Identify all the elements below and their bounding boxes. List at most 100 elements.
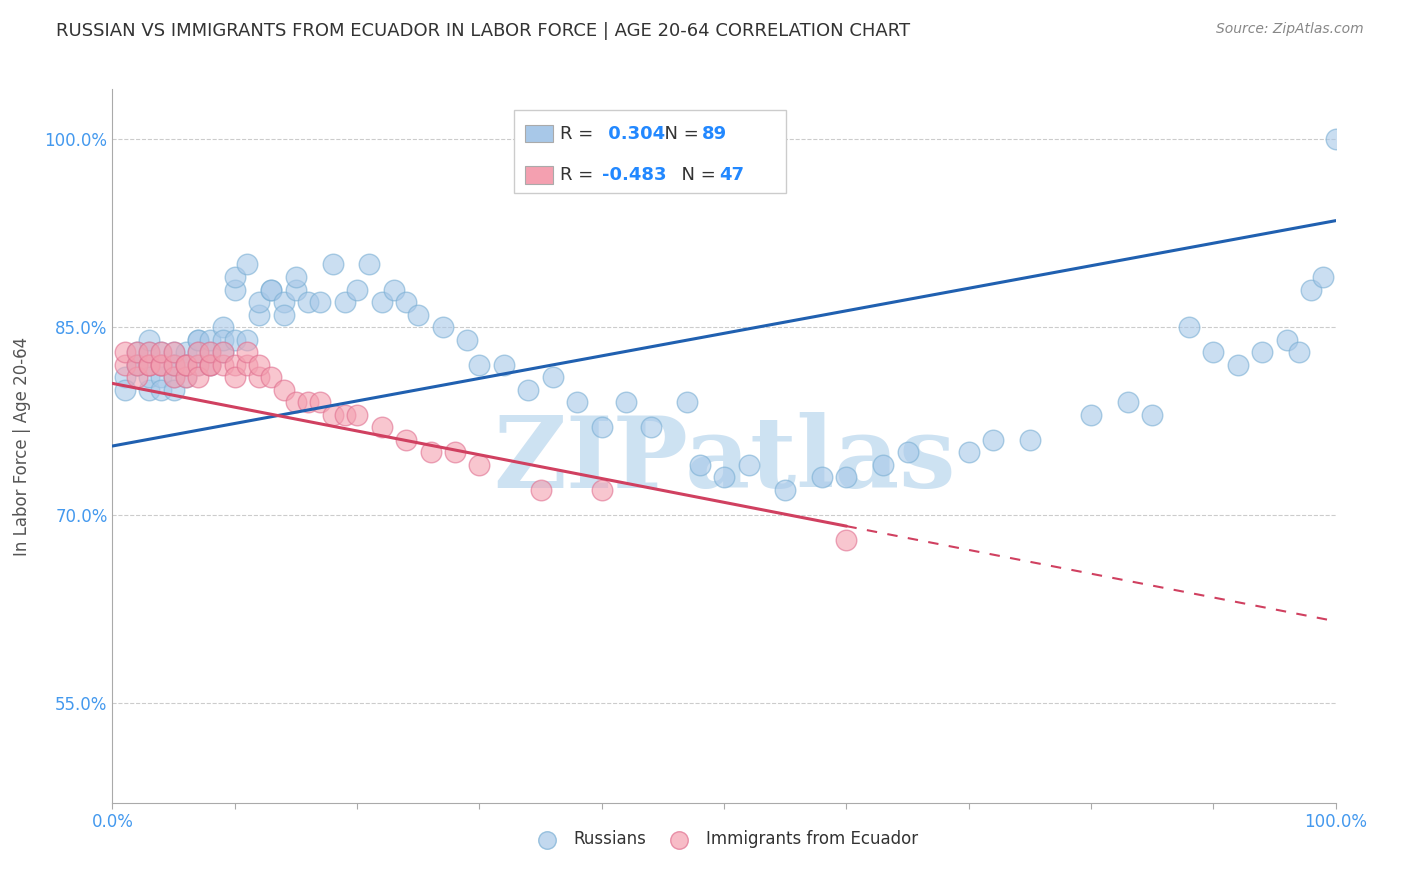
- Point: [981, 433, 1004, 447]
- Point: [432, 320, 454, 334]
- Point: [163, 358, 186, 372]
- Point: [114, 345, 136, 359]
- Point: [211, 333, 233, 347]
- Text: N =: N =: [652, 125, 704, 143]
- Text: 89: 89: [702, 125, 727, 143]
- Point: [333, 295, 356, 310]
- Point: [187, 358, 209, 372]
- Point: [382, 283, 405, 297]
- Point: [273, 383, 295, 397]
- Point: [346, 283, 368, 297]
- Point: [138, 358, 160, 372]
- Point: [689, 458, 711, 472]
- Point: [1275, 333, 1298, 347]
- Point: [125, 358, 148, 372]
- Point: [247, 295, 270, 310]
- Point: [713, 470, 735, 484]
- Point: [284, 270, 308, 285]
- Point: [775, 483, 797, 497]
- Point: [211, 358, 233, 372]
- Point: [187, 345, 209, 359]
- Point: [273, 308, 295, 322]
- Point: [174, 370, 197, 384]
- Point: [260, 283, 283, 297]
- Text: ZIPatlas: ZIPatlas: [494, 412, 955, 508]
- Point: [187, 333, 209, 347]
- Point: [309, 395, 332, 409]
- Point: [224, 270, 246, 285]
- Point: [187, 345, 209, 359]
- Point: [138, 358, 160, 372]
- Text: R =: R =: [560, 166, 599, 184]
- Point: [150, 345, 173, 359]
- Point: [114, 383, 136, 397]
- Point: [273, 295, 295, 310]
- Point: [872, 458, 894, 472]
- Point: [163, 345, 186, 359]
- Point: [1301, 283, 1323, 297]
- Point: [224, 283, 246, 297]
- Point: [174, 370, 197, 384]
- Point: [492, 358, 515, 372]
- Point: [591, 483, 613, 497]
- Text: -0.483: -0.483: [602, 166, 666, 184]
- Point: [322, 257, 344, 271]
- Point: [211, 345, 233, 359]
- Point: [138, 333, 160, 347]
- Point: [309, 295, 332, 310]
- Point: [125, 358, 148, 372]
- Point: [333, 408, 356, 422]
- Point: [676, 395, 699, 409]
- Point: [187, 333, 209, 347]
- Point: [284, 283, 308, 297]
- Point: [150, 358, 173, 372]
- Point: [247, 358, 270, 372]
- Point: [260, 283, 283, 297]
- Point: [1080, 408, 1102, 422]
- Point: [163, 358, 186, 372]
- Point: [163, 383, 186, 397]
- Point: [236, 333, 259, 347]
- Point: [138, 358, 160, 372]
- Point: [957, 445, 980, 459]
- Text: Source: ZipAtlas.com: Source: ZipAtlas.com: [1216, 22, 1364, 37]
- Point: [125, 370, 148, 384]
- Point: [297, 395, 319, 409]
- Point: [359, 257, 381, 271]
- Point: [114, 370, 136, 384]
- Text: RUSSIAN VS IMMIGRANTS FROM ECUADOR IN LABOR FORCE | AGE 20-64 CORRELATION CHART: RUSSIAN VS IMMIGRANTS FROM ECUADOR IN LA…: [56, 22, 910, 40]
- Point: [614, 395, 637, 409]
- Point: [370, 420, 392, 434]
- Point: [187, 358, 209, 372]
- Point: [591, 420, 613, 434]
- Point: [444, 445, 467, 459]
- Text: N =: N =: [669, 166, 721, 184]
- Point: [163, 370, 186, 384]
- Point: [174, 358, 197, 372]
- Point: [200, 358, 222, 372]
- Text: R =: R =: [560, 125, 599, 143]
- Point: [468, 458, 491, 472]
- Point: [567, 395, 589, 409]
- Point: [1178, 320, 1201, 334]
- Point: [163, 345, 186, 359]
- Point: [200, 345, 222, 359]
- Point: [322, 408, 344, 422]
- Point: [138, 370, 160, 384]
- Point: [1018, 433, 1040, 447]
- Point: [200, 358, 222, 372]
- Point: [163, 358, 186, 372]
- Point: [395, 433, 418, 447]
- Point: [835, 470, 858, 484]
- Point: [138, 345, 160, 359]
- Point: [395, 295, 418, 310]
- Point: [456, 333, 478, 347]
- Point: [125, 345, 148, 359]
- Point: [247, 308, 270, 322]
- Point: [1324, 132, 1347, 146]
- Point: [1142, 408, 1164, 422]
- Point: [174, 358, 197, 372]
- Point: [163, 370, 186, 384]
- Point: [224, 370, 246, 384]
- Point: [200, 345, 222, 359]
